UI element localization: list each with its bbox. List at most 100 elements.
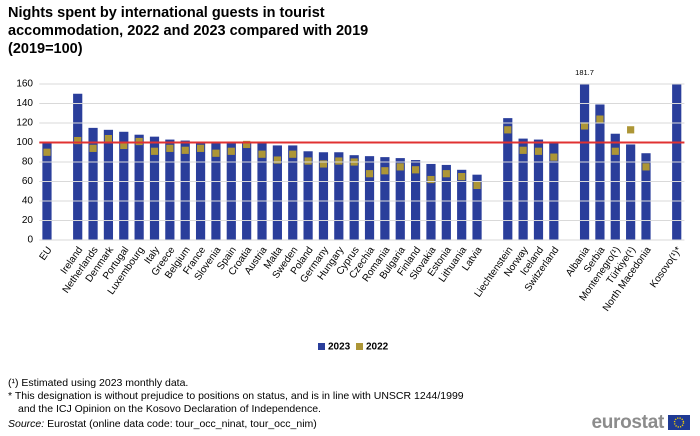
bar — [134, 134, 144, 240]
marker — [181, 146, 189, 154]
legend-swatch — [356, 343, 363, 350]
marker — [596, 115, 604, 123]
bar — [226, 143, 236, 240]
y-tick-label: 20 — [22, 215, 34, 226]
bar — [518, 138, 528, 240]
marker — [196, 144, 205, 152]
legend-swatch — [318, 343, 325, 350]
bar — [533, 139, 544, 240]
bar — [395, 158, 405, 240]
x-tick-label: EU — [38, 245, 55, 263]
bar — [211, 142, 221, 240]
marker — [611, 147, 619, 155]
y-tick-label: 100 — [16, 137, 33, 148]
marker — [534, 147, 543, 155]
bar — [626, 144, 636, 240]
marker — [243, 140, 251, 149]
marker — [627, 126, 635, 134]
marker — [580, 122, 589, 130]
y-tick-label: 120 — [16, 118, 33, 129]
bar — [257, 143, 267, 240]
bar — [180, 140, 190, 240]
value-label: 181.7 — [575, 68, 594, 77]
marker — [120, 141, 128, 150]
marker — [365, 170, 374, 178]
marker — [335, 157, 343, 165]
bar — [334, 152, 344, 240]
bar — [149, 136, 160, 240]
marker — [74, 136, 82, 145]
bar — [242, 143, 252, 240]
bar — [380, 157, 390, 240]
bar — [641, 153, 651, 240]
marker — [43, 148, 51, 156]
marker — [104, 135, 113, 143]
marker — [227, 147, 235, 155]
bar — [272, 145, 282, 240]
marker — [150, 147, 159, 155]
y-tick-label: 40 — [22, 196, 34, 207]
legend-label: 2022 — [366, 342, 389, 353]
marker — [381, 167, 389, 175]
bar — [288, 145, 298, 240]
marker — [304, 157, 312, 165]
source-text: Eurostat (online data code: tour_occ_nin… — [47, 418, 317, 430]
y-tick-label: 160 — [16, 79, 33, 90]
x-tick-label: Kosovo(¹)* — [648, 245, 684, 290]
marker — [504, 126, 512, 134]
logo: eurostat — [591, 412, 664, 433]
bar — [119, 131, 129, 240]
y-tick-label: 60 — [22, 176, 34, 187]
bar — [503, 118, 513, 240]
bar — [103, 129, 114, 240]
footnote: (¹) Estimated using 2023 monthly data. — [8, 377, 189, 389]
marker — [458, 173, 466, 181]
bar — [441, 164, 451, 240]
source: Source: Eurostat (online data code: tour… — [8, 418, 317, 430]
marker — [89, 144, 97, 152]
chart-title: Nights spent by international guests in … — [8, 5, 369, 57]
marker — [289, 150, 297, 158]
marker — [412, 166, 420, 174]
bar — [426, 163, 436, 240]
y-tick-label: 0 — [27, 235, 33, 246]
marker — [212, 149, 220, 157]
eu-flag — [668, 415, 690, 430]
y-tick-label: 140 — [16, 98, 33, 109]
bar — [610, 133, 620, 240]
bar — [411, 160, 421, 240]
bar — [195, 141, 206, 240]
bar — [165, 139, 175, 240]
marker — [258, 150, 266, 158]
marker — [519, 146, 527, 154]
bar — [472, 174, 482, 240]
footnote: * This designation is without prejudice … — [8, 390, 464, 402]
bar — [549, 143, 559, 240]
bar — [88, 127, 98, 240]
bar — [303, 151, 313, 240]
source-label: Source: — [8, 418, 45, 430]
footnote: and the ICJ Opinion on the Kosovo Declar… — [18, 403, 321, 415]
bar — [42, 142, 52, 240]
bar — [579, 84, 590, 240]
marker — [319, 160, 328, 168]
footnotes: (¹) Estimated using 2023 monthly data. *… — [8, 377, 464, 416]
legend-label: 2023 — [328, 342, 351, 353]
marker — [642, 163, 650, 171]
marker — [442, 170, 450, 178]
bar — [364, 156, 375, 240]
marker — [273, 156, 281, 164]
bar — [595, 104, 605, 240]
y-tick-label: 80 — [22, 157, 34, 168]
bar — [457, 169, 467, 240]
bar — [73, 93, 83, 240]
marker — [550, 153, 558, 161]
bar — [349, 155, 359, 240]
bar — [318, 152, 329, 240]
marker — [166, 144, 174, 152]
marker — [427, 175, 435, 184]
marker — [396, 163, 404, 171]
marker — [473, 181, 481, 189]
